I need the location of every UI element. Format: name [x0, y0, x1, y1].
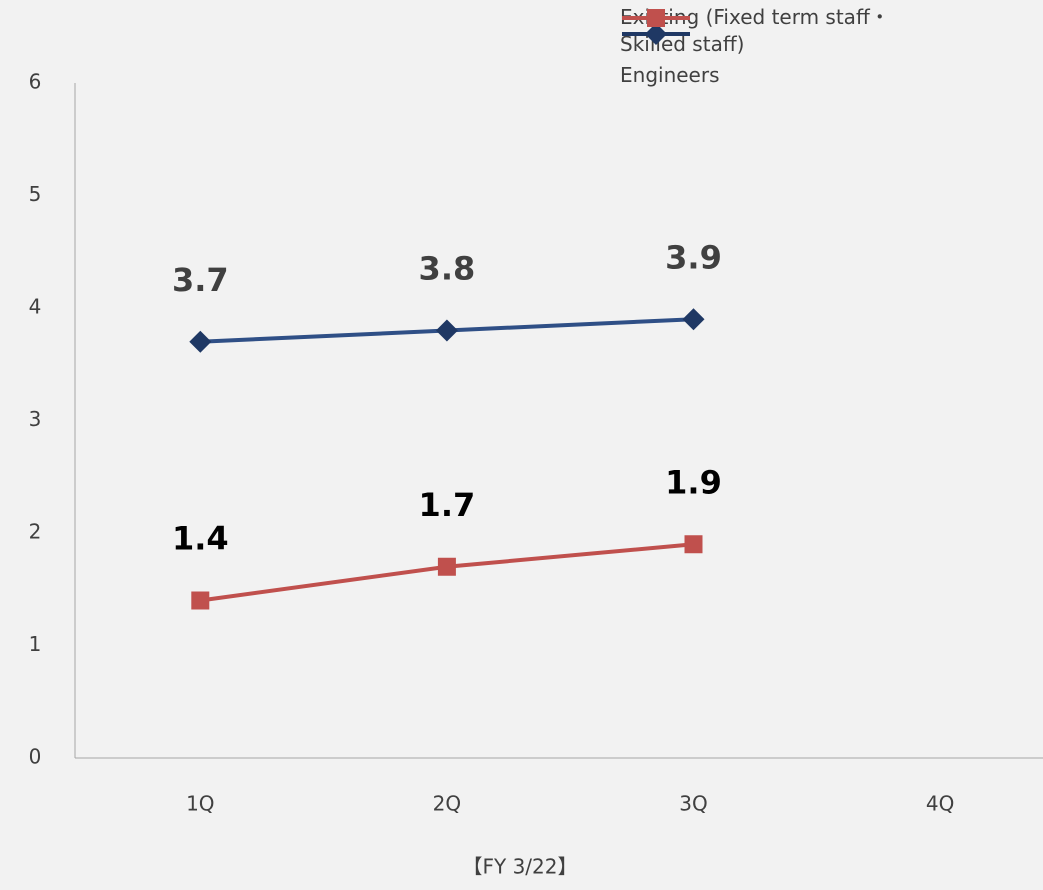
data-label: 3.7 — [172, 261, 229, 299]
legend-item: Existing (Fixed term staff・ Skilled staf… — [620, 4, 950, 58]
legend-label: Engineers — [620, 63, 720, 87]
y-tick-label: 4 — [29, 295, 42, 319]
x-axis-label: 【FY 3/22】 — [463, 855, 578, 879]
marker — [647, 9, 665, 27]
y-tick-label: 0 — [29, 745, 42, 769]
marker — [437, 557, 456, 576]
x-tick-label: 3Q — [679, 792, 707, 816]
y-tick-label: 3 — [29, 407, 42, 431]
x-tick-label: 2Q — [433, 792, 461, 816]
data-label: 1.7 — [419, 486, 476, 524]
data-label: 1.4 — [172, 520, 229, 558]
marker — [191, 591, 210, 610]
marker — [435, 319, 458, 342]
marker — [645, 23, 667, 45]
marker — [189, 330, 212, 353]
legend-symbol — [622, 23, 690, 45]
y-tick-label: 6 — [29, 70, 42, 94]
x-tick-label: 4Q — [926, 792, 954, 816]
legend: Existing (Fixed term staff・ Skilled staf… — [620, 4, 950, 93]
legend-symbol — [622, 9, 690, 27]
data-label: 3.9 — [665, 238, 722, 276]
marker — [684, 535, 703, 554]
data-label: 1.9 — [665, 463, 722, 501]
legend-item: Engineers — [620, 9, 950, 89]
y-tick-label: 5 — [29, 182, 42, 206]
data-label: 3.8 — [419, 250, 476, 288]
y-tick-label: 1 — [29, 632, 42, 656]
marker — [682, 308, 705, 331]
x-tick-label: 1Q — [186, 792, 214, 816]
y-tick-label: 2 — [29, 520, 42, 544]
